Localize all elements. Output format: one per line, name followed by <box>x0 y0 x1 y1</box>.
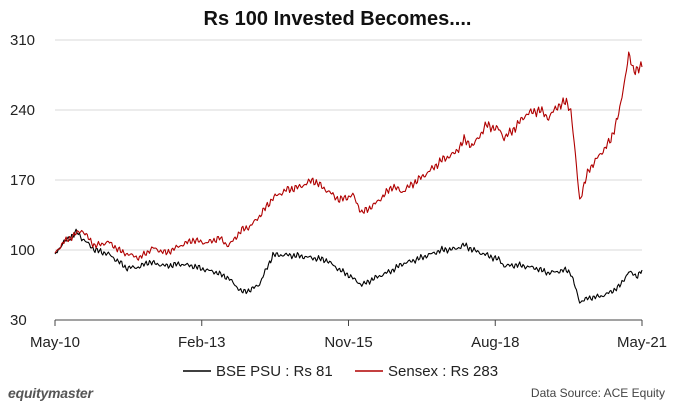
x-axis: May-10 Feb-13 Nov-15 Aug-18 May-21 <box>30 319 667 351</box>
y-tick-label: 30 <box>10 312 27 329</box>
x-tick-label: May-21 <box>617 334 667 351</box>
y-tick-label: 100 <box>10 242 35 259</box>
y-tick-label: 310 <box>10 32 35 49</box>
x-tick-label: Nov-15 <box>324 334 372 351</box>
legend-label-0: BSE PSU : Rs 81 <box>216 363 333 380</box>
chart-title: Rs 100 Invested Becomes.... <box>203 8 472 30</box>
y-tick-label: 240 <box>10 102 35 119</box>
series-line-1 <box>54 51 643 261</box>
x-tick-label: May-10 <box>30 334 80 351</box>
brand-logo: equitymaster <box>8 385 93 401</box>
x-tick-label: Feb-13 <box>178 334 226 351</box>
y-tick-label: 170 <box>10 172 35 189</box>
x-tick-label: Aug-18 <box>471 334 519 351</box>
y-axis-ticks: 30 100 170 240 310 <box>10 32 35 329</box>
series-layer <box>54 51 643 304</box>
legend: BSE PSU : Rs 81 Sensex : Rs 283 <box>183 363 498 380</box>
legend-label-1: Sensex : Rs 283 <box>388 363 498 380</box>
data-source-note: Data Source: ACE Equity <box>530 386 665 400</box>
series-line-0 <box>54 228 643 304</box>
